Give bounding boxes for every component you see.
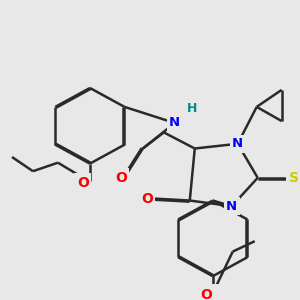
Text: N: N (226, 200, 237, 213)
Text: H: H (187, 102, 197, 115)
Text: N: N (232, 137, 243, 150)
Text: N: N (169, 116, 180, 130)
Text: O: O (77, 176, 89, 190)
Text: O: O (115, 171, 127, 185)
Text: S: S (289, 171, 299, 185)
Text: O: O (200, 288, 212, 300)
Text: O: O (141, 192, 153, 206)
